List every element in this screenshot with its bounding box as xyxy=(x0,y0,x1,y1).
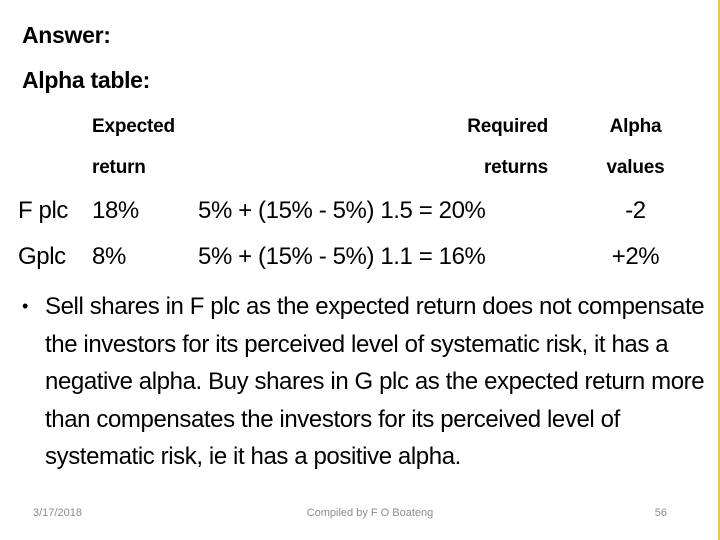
table-row: F plc 18% 5% + (15% - 5%) 1.5 = 20% -2 xyxy=(0,197,720,231)
slide-title-answer: Answer: xyxy=(22,22,111,48)
cell-alpha-value: -2 xyxy=(625,197,646,224)
cell-alpha-value: +2% xyxy=(611,243,660,270)
header-expected: Expected xyxy=(92,116,175,137)
bullet-marker: • xyxy=(22,296,28,316)
table-header-row-2: return returns values xyxy=(0,157,720,191)
table-header-row-1: Expected Required Alpha xyxy=(0,116,720,150)
cell-required-return-formula: 5% + (15% - 5%) 1.1 = 16% xyxy=(198,243,486,270)
cell-company: Gplc xyxy=(18,243,66,270)
header-expected-return: return xyxy=(92,157,146,178)
cell-required-return-formula: 5% + (15% - 5%) 1.5 = 20% xyxy=(198,197,486,224)
header-alpha-values: values xyxy=(606,157,665,178)
header-required: Required xyxy=(467,116,548,137)
cell-company: F plc xyxy=(18,197,69,224)
bullet-text: Sell shares in F plc as the expected ret… xyxy=(45,293,705,470)
cell-expected-return: 18% xyxy=(92,197,139,224)
slide-edge-accent-bar xyxy=(718,0,720,540)
footer-date: 3/17/2018 xyxy=(33,507,82,519)
footer-page-number: 56 xyxy=(654,507,667,519)
footer-credit: Compiled by F O Boateng xyxy=(306,507,434,519)
table-row: Gplc 8% 5% + (15% - 5%) 1.1 = 16% +2% xyxy=(0,243,720,277)
bullet-paragraph: • Sell shares in F plc as the expected r… xyxy=(22,288,707,476)
header-required-returns: returns xyxy=(483,157,548,178)
cell-expected-return: 8% xyxy=(92,243,126,270)
header-alpha: Alpha xyxy=(609,116,662,137)
slide-title-alpha-table: Alpha table: xyxy=(22,67,151,93)
